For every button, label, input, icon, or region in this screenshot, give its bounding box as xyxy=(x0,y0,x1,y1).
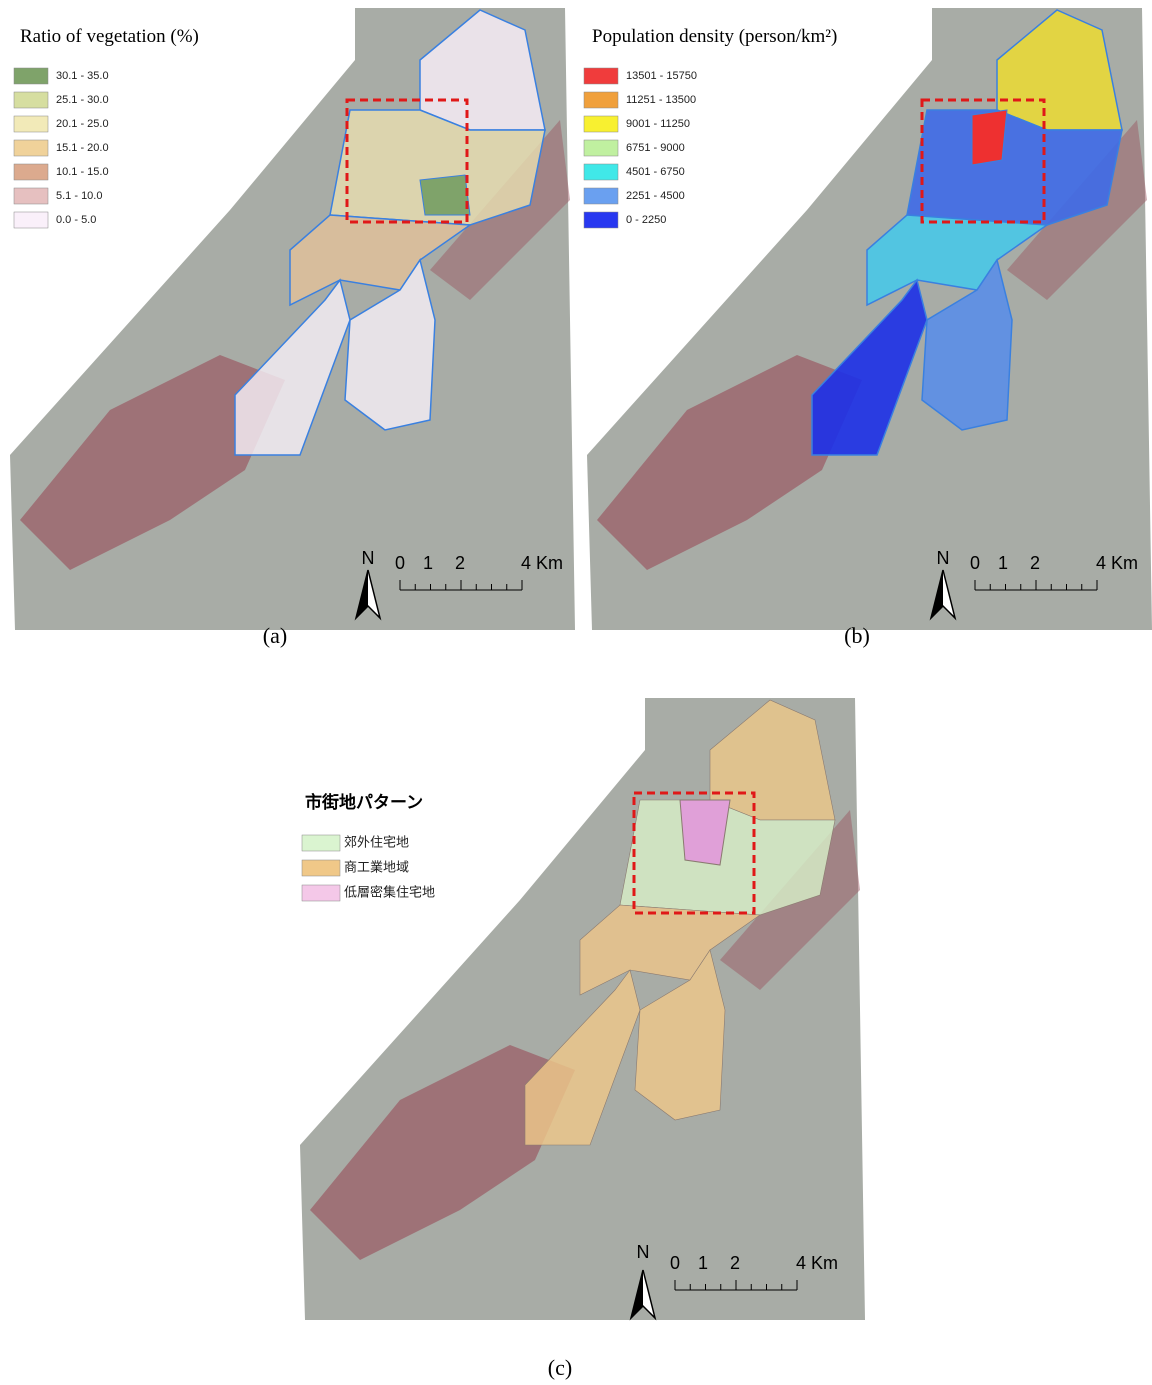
scale-label: 1 xyxy=(423,553,433,573)
district xyxy=(420,175,470,215)
legend-label: 0.0 - 5.0 xyxy=(56,214,96,226)
legend-swatch xyxy=(14,140,48,156)
panel-label: (c) xyxy=(548,1355,572,1380)
legend-title: Ratio of vegetation (%) xyxy=(20,26,199,47)
legend-label: 30.1 - 35.0 xyxy=(56,70,109,82)
legend-swatch xyxy=(14,116,48,132)
north-label: N xyxy=(937,548,950,568)
legend-swatch xyxy=(584,92,618,108)
legend-title: Population density (person/km²) xyxy=(592,26,837,47)
legend-label: 15.1 - 20.0 xyxy=(56,142,109,154)
scale-label: 0 xyxy=(970,553,980,573)
legend-label: 低層密集住宅地 xyxy=(344,885,435,901)
legend-swatch xyxy=(584,116,618,132)
legend-swatch xyxy=(302,860,340,876)
legend-swatch xyxy=(14,212,48,228)
legend-swatch xyxy=(584,164,618,180)
legend-label: 郊外住宅地 xyxy=(344,835,409,851)
legend-swatch xyxy=(14,92,48,108)
legend-title: 市街地パターン xyxy=(305,792,423,813)
legend-label: 6751 - 9000 xyxy=(626,142,685,154)
legend-swatch xyxy=(584,140,618,156)
legend-label: 20.1 - 25.0 xyxy=(56,118,109,130)
scale-label: 4 Km xyxy=(796,1253,838,1273)
figure: Ratio of vegetation (%)30.1 - 35.025.1 -… xyxy=(0,0,1152,1385)
legend-label: 11251 - 13500 xyxy=(626,94,696,106)
scale-label: 1 xyxy=(698,1253,708,1273)
legend-swatch xyxy=(302,835,340,851)
scale-label: 1 xyxy=(998,553,1008,573)
scale-label: 4 Km xyxy=(521,553,563,573)
panel-label: (b) xyxy=(844,623,870,648)
north-label: N xyxy=(637,1242,650,1262)
panel-label: (a) xyxy=(263,623,287,648)
legend-label: 商工業地域 xyxy=(344,860,409,876)
legend-label: 25.1 - 30.0 xyxy=(56,94,109,106)
scale-label: 0 xyxy=(395,553,405,573)
legend-swatch xyxy=(584,68,618,84)
scale-label: 2 xyxy=(730,1253,740,1273)
legend-swatch xyxy=(14,68,48,84)
legend-swatch xyxy=(14,188,48,204)
legend-swatch xyxy=(14,164,48,180)
map-panel: Ratio of vegetation (%)30.1 - 35.025.1 -… xyxy=(10,8,575,648)
scale-label: 4 Km xyxy=(1096,553,1138,573)
scale-label: 0 xyxy=(670,1253,680,1273)
legend-swatch xyxy=(584,212,618,228)
scale-label: 2 xyxy=(1030,553,1040,573)
district xyxy=(972,110,1007,165)
legend-label: 0 - 2250 xyxy=(626,214,666,226)
legend-label: 5.1 - 10.0 xyxy=(56,190,102,202)
scale-label: 2 xyxy=(455,553,465,573)
legend-label: 2251 - 4500 xyxy=(626,190,685,202)
legend-label: 10.1 - 15.0 xyxy=(56,166,109,178)
map-panel: Population density (person/km²) 13501 - 1… xyxy=(584,8,1152,648)
legend-label: 9001 - 11250 xyxy=(626,118,690,130)
north-label: N xyxy=(362,548,375,568)
legend-label: 4501 - 6750 xyxy=(626,166,685,178)
legend-label: 13501 - 15750 xyxy=(626,70,697,82)
legend-swatch xyxy=(302,885,340,901)
legend-swatch xyxy=(584,188,618,204)
